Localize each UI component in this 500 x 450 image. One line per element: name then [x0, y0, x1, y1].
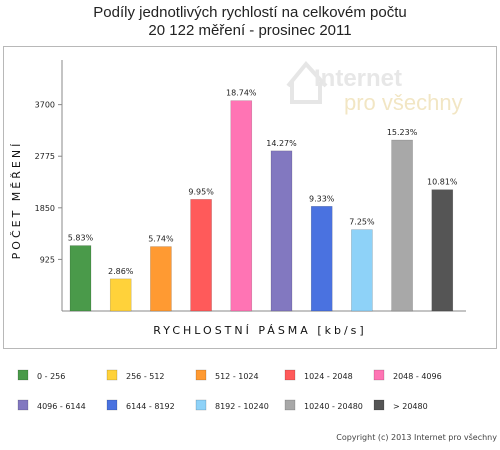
- legend-swatch: [284, 369, 296, 381]
- data-label: 7.25%: [349, 218, 375, 227]
- y-tick-label: 3700: [35, 101, 55, 110]
- house-icon: [286, 60, 328, 104]
- legend-swatch: [284, 399, 296, 411]
- legend: 0 - 256 256 - 512 512 - 1024 1024 - 2048 204…: [17, 369, 442, 411]
- legend-swatch: [195, 369, 207, 381]
- legend-swatch: [373, 399, 385, 411]
- legend-swatch: [106, 399, 118, 411]
- bar-2: [109, 278, 132, 312]
- legend-swatch: [17, 369, 29, 381]
- watermark-line-1: Internet: [314, 65, 402, 92]
- legend-label: 0 - 256: [37, 372, 65, 381]
- data-labels: 5.83% 2.86% 5.74% 9.95% 18.74% 14.27% 9.33% 7.2…: [68, 89, 458, 276]
- legend-swatch: [17, 399, 29, 411]
- bar-6: [270, 150, 293, 312]
- bar-7: [310, 206, 333, 312]
- data-label: 5.74%: [148, 235, 174, 244]
- bars: [69, 100, 454, 312]
- bar-9: [391, 139, 413, 312]
- y-axis-title: POČET MĚŘENÍ: [10, 141, 23, 260]
- legend-label: 1024 - 2048: [304, 372, 353, 381]
- data-label: 2.86%: [108, 267, 134, 276]
- bar-8: [351, 229, 373, 312]
- legend-label: 8192 - 10240: [215, 402, 269, 411]
- legend-label: 2048 - 4096: [393, 372, 442, 381]
- legend-label: 10240 - 20480: [304, 402, 363, 411]
- y-ticks: 925 1850 2775 3700: [35, 101, 62, 264]
- data-label: 18.74%: [226, 89, 257, 98]
- legend-swatch: [373, 369, 385, 381]
- y-tick-label: 1850: [35, 204, 55, 213]
- legend-swatch: [195, 399, 207, 411]
- bar-10: [431, 189, 454, 312]
- bar-5: [230, 100, 253, 312]
- bar-1: [69, 245, 92, 312]
- legend-label: > 20480: [393, 402, 428, 411]
- legend-label: 4096 - 6144: [37, 402, 86, 411]
- bar-4: [190, 199, 212, 312]
- watermark-logo: Internet pro všechny: [286, 60, 463, 115]
- data-label: 10.81%: [427, 178, 458, 187]
- data-label: 5.83%: [68, 234, 94, 243]
- legend-label: 6144 - 8192: [126, 402, 175, 411]
- legend-label: 256 - 512: [126, 372, 165, 381]
- chart-title-line-1: Podíly jednotlivých rychlostí na celkové…: [93, 4, 406, 21]
- legend-swatch: [106, 369, 118, 381]
- data-label: 14.27%: [266, 139, 297, 148]
- x-axis-title: RYCHLOSTNÍ PÁSMA [kb/s]: [153, 324, 366, 337]
- data-label: 9.33%: [309, 194, 335, 203]
- y-tick-label: 925: [40, 255, 55, 264]
- chart-title-line-2: 20 122 měření - prosinec 2011: [148, 22, 351, 39]
- bar-3: [150, 246, 172, 312]
- data-label: 15.23%: [387, 128, 418, 137]
- copyright: Copyright (c) 2013 Internet pro všechny: [336, 432, 497, 442]
- y-tick-label: 2775: [35, 152, 55, 161]
- data-label: 9.95%: [188, 187, 214, 196]
- watermark-line-2: pro všechny: [344, 90, 463, 115]
- legend-label: 512 - 1024: [215, 372, 259, 381]
